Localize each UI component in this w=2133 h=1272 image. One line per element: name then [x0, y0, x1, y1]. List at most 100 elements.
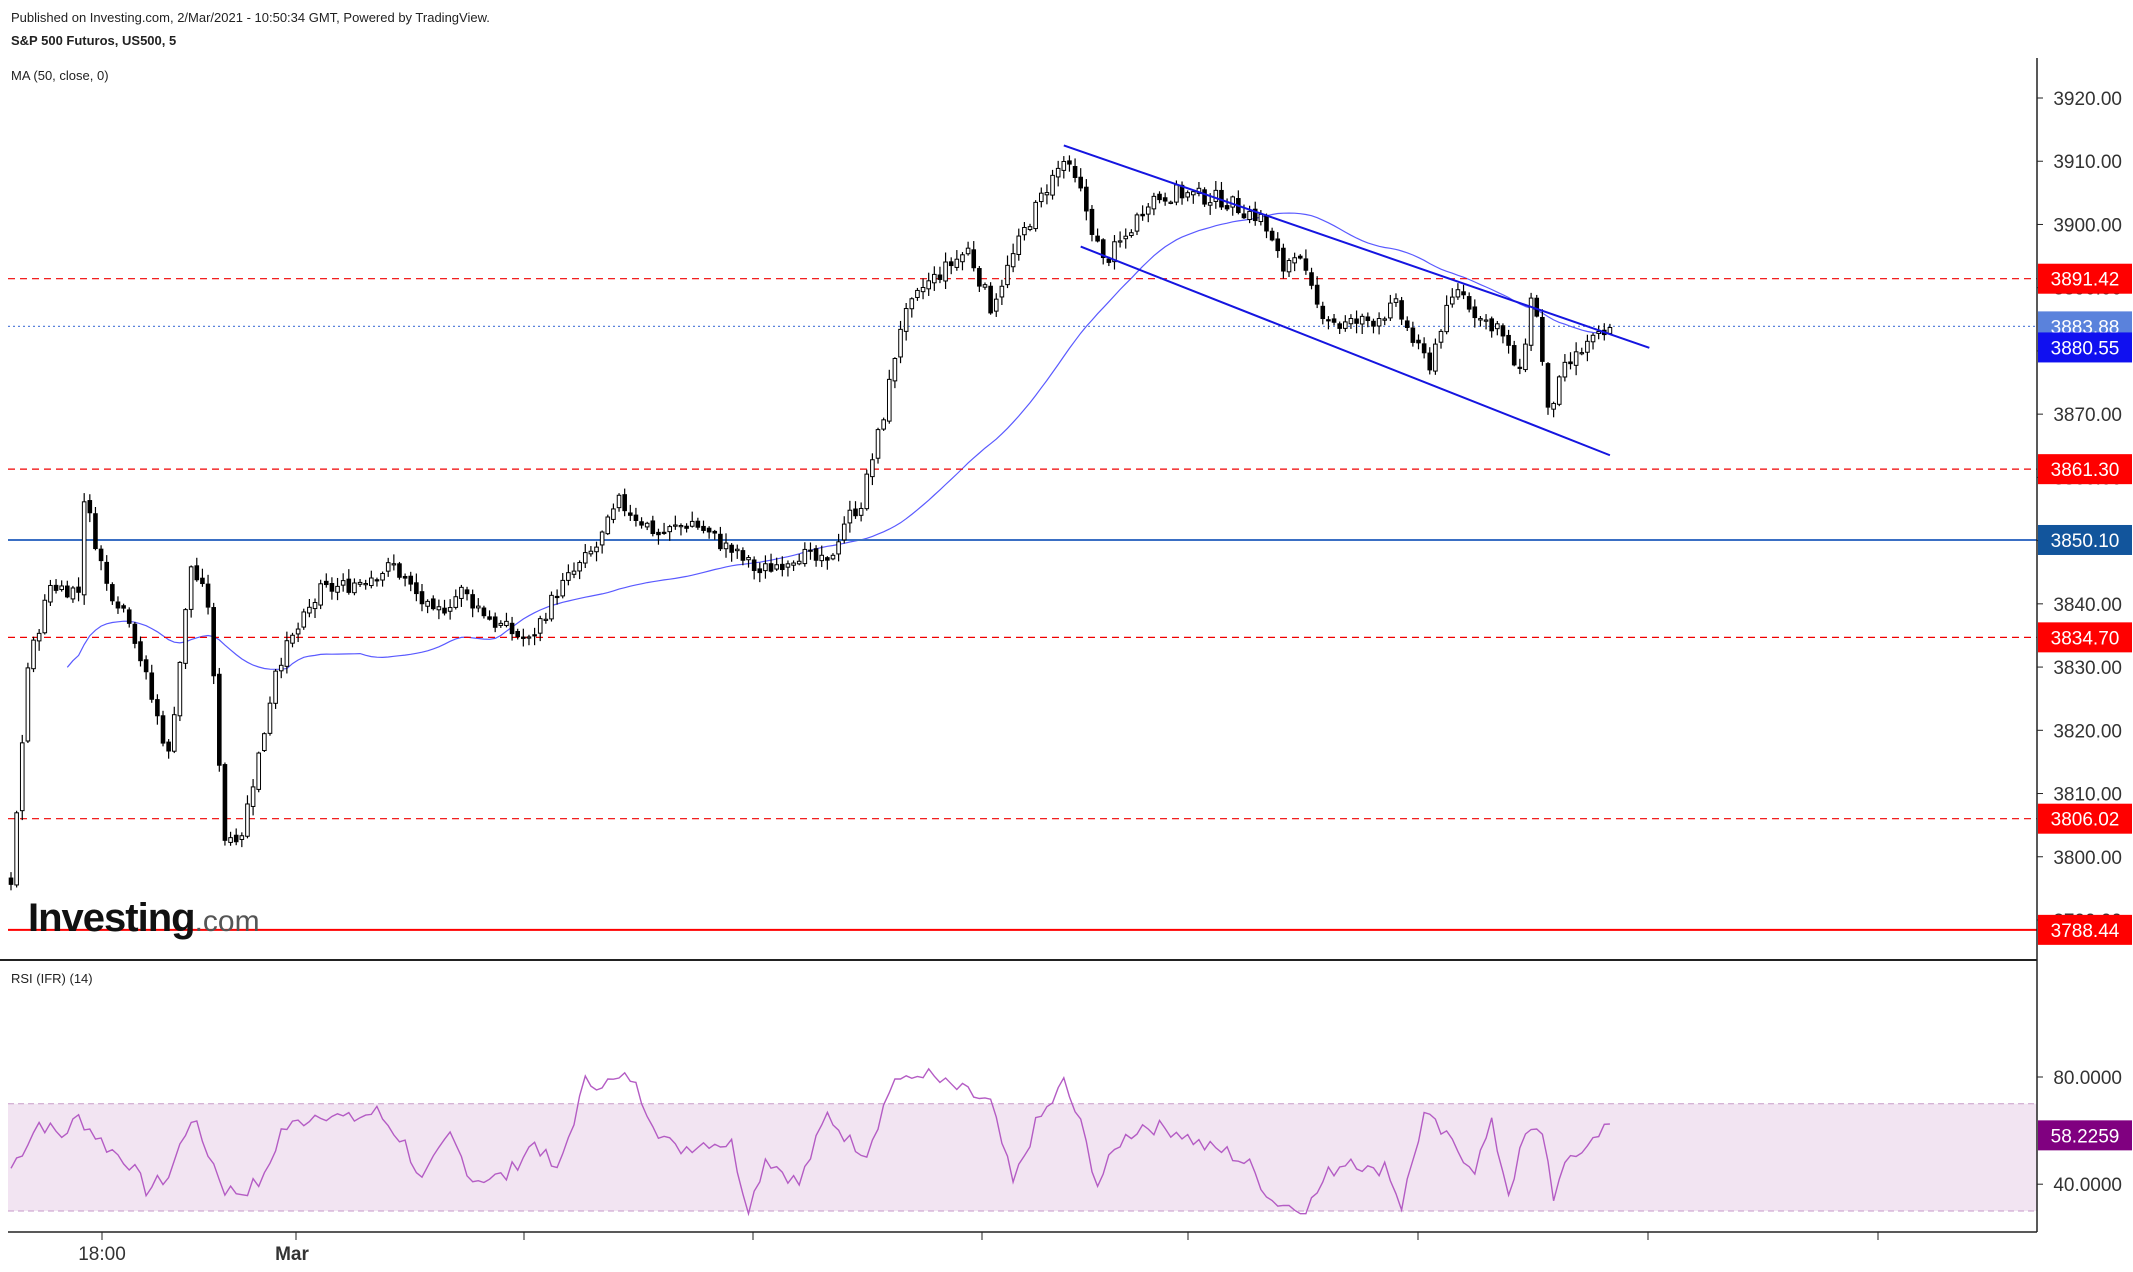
- candle[interactable]: [87, 494, 93, 523]
- candle[interactable]: [1145, 203, 1151, 223]
- candle[interactable]: [740, 547, 746, 566]
- candle[interactable]: [374, 577, 380, 587]
- candle[interactable]: [1483, 314, 1489, 330]
- candle[interactable]: [1089, 205, 1095, 242]
- candle[interactable]: [954, 250, 960, 271]
- candle[interactable]: [1151, 192, 1157, 216]
- candle[interactable]: [1540, 309, 1545, 366]
- candle[interactable]: [1016, 228, 1022, 261]
- candle[interactable]: [1388, 294, 1393, 321]
- candle[interactable]: [250, 779, 256, 816]
- candle[interactable]: [937, 266, 943, 284]
- candle[interactable]: [701, 520, 706, 534]
- candle[interactable]: [1084, 179, 1089, 221]
- candle[interactable]: [633, 507, 639, 527]
- candle[interactable]: [1196, 181, 1202, 197]
- candle[interactable]: [588, 546, 594, 557]
- candle[interactable]: [802, 542, 808, 567]
- candle[interactable]: [1219, 181, 1224, 210]
- candle[interactable]: [239, 832, 245, 848]
- candle[interactable]: [526, 634, 532, 646]
- candle[interactable]: [1596, 325, 1601, 340]
- candle[interactable]: [1478, 316, 1483, 327]
- candle[interactable]: [1449, 288, 1455, 308]
- candle[interactable]: [425, 599, 430, 614]
- candle[interactable]: [841, 516, 847, 544]
- candle[interactable]: [763, 555, 768, 579]
- candle[interactable]: [1162, 192, 1168, 206]
- candle[interactable]: [1500, 323, 1506, 344]
- candle[interactable]: [903, 302, 909, 341]
- candle[interactable]: [1433, 338, 1438, 375]
- candle[interactable]: [380, 571, 385, 587]
- candle[interactable]: [870, 453, 875, 486]
- channel-lower-line[interactable]: [1080, 245, 1611, 457]
- candle[interactable]: [628, 504, 633, 521]
- candle[interactable]: [155, 694, 160, 725]
- candle[interactable]: [14, 810, 19, 888]
- candle[interactable]: [1472, 299, 1478, 328]
- candle[interactable]: [639, 517, 644, 529]
- candle[interactable]: [1112, 235, 1117, 270]
- candle[interactable]: [650, 515, 656, 537]
- candle[interactable]: [453, 589, 459, 610]
- candle[interactable]: [1224, 198, 1230, 212]
- candle[interactable]: [808, 542, 813, 560]
- candle[interactable]: [1489, 316, 1494, 338]
- candle[interactable]: [1326, 316, 1331, 330]
- candle[interactable]: [734, 544, 740, 559]
- candle[interactable]: [205, 574, 211, 615]
- channel-upper-line[interactable]: [1063, 144, 1650, 349]
- candle[interactable]: [8, 872, 14, 891]
- trend-channel[interactable]: [1063, 144, 1650, 457]
- candle[interactable]: [1213, 180, 1219, 209]
- candle[interactable]: [909, 297, 915, 318]
- candle[interactable]: [605, 514, 611, 536]
- candle[interactable]: [1050, 169, 1055, 200]
- candle[interactable]: [729, 543, 734, 562]
- rsi-indicator-label[interactable]: RSI (IFR) (14): [11, 971, 93, 986]
- candle[interactable]: [847, 500, 853, 533]
- candle[interactable]: [1562, 354, 1568, 382]
- candle[interactable]: [875, 427, 881, 464]
- candle[interactable]: [183, 608, 188, 670]
- candle[interactable]: [340, 573, 346, 592]
- candle[interactable]: [673, 515, 678, 530]
- candle[interactable]: [543, 612, 549, 624]
- candle[interactable]: [943, 252, 948, 289]
- candle[interactable]: [825, 556, 830, 570]
- candle[interactable]: [1072, 158, 1078, 183]
- candle[interactable]: [397, 561, 402, 580]
- candle[interactable]: [115, 596, 121, 614]
- candle[interactable]: [233, 828, 239, 846]
- candle[interactable]: [594, 541, 599, 562]
- candle[interactable]: [19, 734, 25, 821]
- candle[interactable]: [76, 577, 81, 602]
- candle[interactable]: [290, 632, 295, 648]
- candle[interactable]: [1399, 296, 1404, 325]
- candle[interactable]: [1055, 160, 1061, 187]
- candle[interactable]: [515, 628, 521, 640]
- candle[interactable]: [98, 545, 104, 571]
- candle[interactable]: [1337, 321, 1342, 334]
- candle[interactable]: [1134, 212, 1140, 236]
- candle[interactable]: [1095, 228, 1100, 243]
- candle[interactable]: [470, 589, 475, 618]
- candle[interactable]: [498, 620, 504, 628]
- candle[interactable]: [177, 661, 183, 722]
- candle[interactable]: [318, 579, 323, 610]
- candle[interactable]: [988, 282, 993, 315]
- candle[interactable]: [712, 529, 718, 540]
- candle[interactable]: [228, 831, 233, 846]
- candle[interactable]: [1168, 200, 1174, 205]
- candle[interactable]: [532, 627, 537, 646]
- candle[interactable]: [689, 511, 695, 528]
- candle[interactable]: [31, 636, 36, 673]
- candle[interactable]: [813, 545, 819, 567]
- candle[interactable]: [1523, 338, 1528, 373]
- candle[interactable]: [391, 554, 397, 571]
- candle[interactable]: [160, 710, 166, 747]
- candle[interactable]: [1427, 347, 1433, 375]
- candle[interactable]: [171, 706, 177, 754]
- candle[interactable]: [599, 530, 605, 554]
